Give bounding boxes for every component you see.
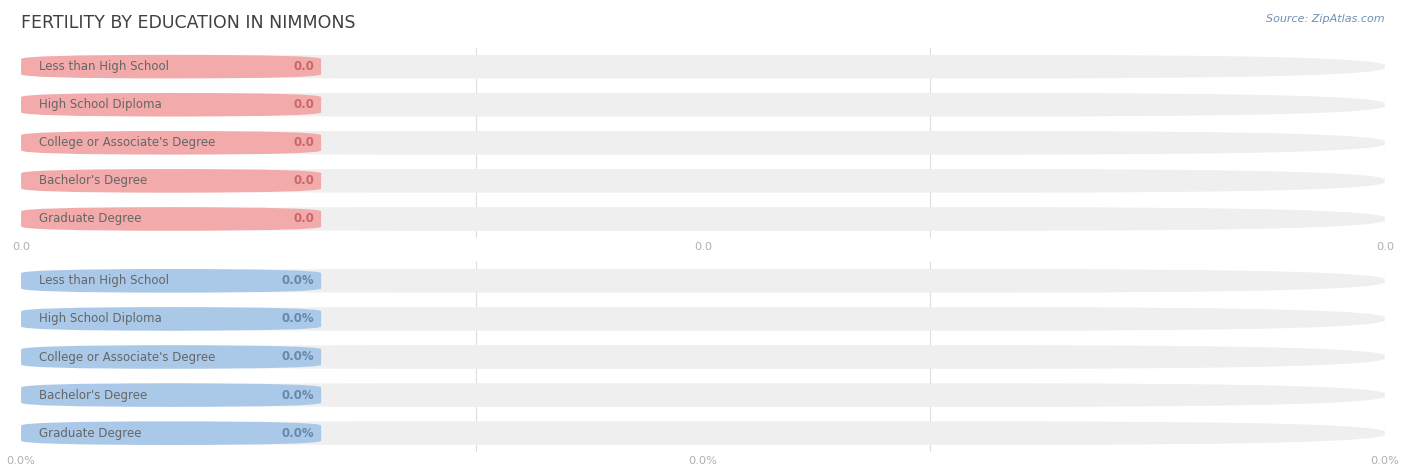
FancyBboxPatch shape (21, 55, 1385, 79)
FancyBboxPatch shape (21, 269, 321, 293)
FancyBboxPatch shape (21, 421, 321, 445)
Text: 0.0%: 0.0% (281, 312, 315, 326)
FancyBboxPatch shape (21, 207, 1385, 231)
Text: 0.0: 0.0 (294, 98, 315, 111)
FancyBboxPatch shape (21, 55, 321, 79)
Text: 0.0%: 0.0% (281, 274, 315, 288)
Text: 0.0%: 0.0% (281, 350, 315, 364)
FancyBboxPatch shape (21, 421, 1385, 445)
FancyBboxPatch shape (21, 383, 1385, 407)
Text: 0.0: 0.0 (294, 60, 315, 73)
Text: 0.0: 0.0 (294, 174, 315, 188)
Text: 0.0%: 0.0% (281, 426, 315, 440)
Text: Bachelor's Degree: Bachelor's Degree (39, 388, 148, 402)
Text: 0.0%: 0.0% (281, 388, 315, 402)
Text: FERTILITY BY EDUCATION IN NIMMONS: FERTILITY BY EDUCATION IN NIMMONS (21, 14, 356, 32)
FancyBboxPatch shape (21, 93, 321, 117)
Text: Less than High School: Less than High School (39, 274, 169, 288)
Text: High School Diploma: High School Diploma (39, 98, 162, 111)
FancyBboxPatch shape (21, 131, 321, 155)
Text: Graduate Degree: Graduate Degree (39, 426, 142, 440)
FancyBboxPatch shape (21, 93, 1385, 117)
Text: College or Associate's Degree: College or Associate's Degree (39, 350, 215, 364)
Text: 0.0: 0.0 (294, 136, 315, 149)
Text: Bachelor's Degree: Bachelor's Degree (39, 174, 148, 188)
FancyBboxPatch shape (21, 345, 321, 369)
Text: College or Associate's Degree: College or Associate's Degree (39, 136, 215, 149)
FancyBboxPatch shape (21, 207, 321, 231)
FancyBboxPatch shape (21, 307, 1385, 331)
FancyBboxPatch shape (21, 307, 321, 331)
Text: High School Diploma: High School Diploma (39, 312, 162, 326)
FancyBboxPatch shape (21, 269, 1385, 293)
Text: 0.0: 0.0 (294, 212, 315, 226)
FancyBboxPatch shape (21, 383, 321, 407)
FancyBboxPatch shape (21, 169, 321, 193)
FancyBboxPatch shape (21, 131, 1385, 155)
Text: Graduate Degree: Graduate Degree (39, 212, 142, 226)
Text: Source: ZipAtlas.com: Source: ZipAtlas.com (1267, 14, 1385, 24)
FancyBboxPatch shape (21, 345, 1385, 369)
Text: Less than High School: Less than High School (39, 60, 169, 73)
FancyBboxPatch shape (21, 169, 1385, 193)
